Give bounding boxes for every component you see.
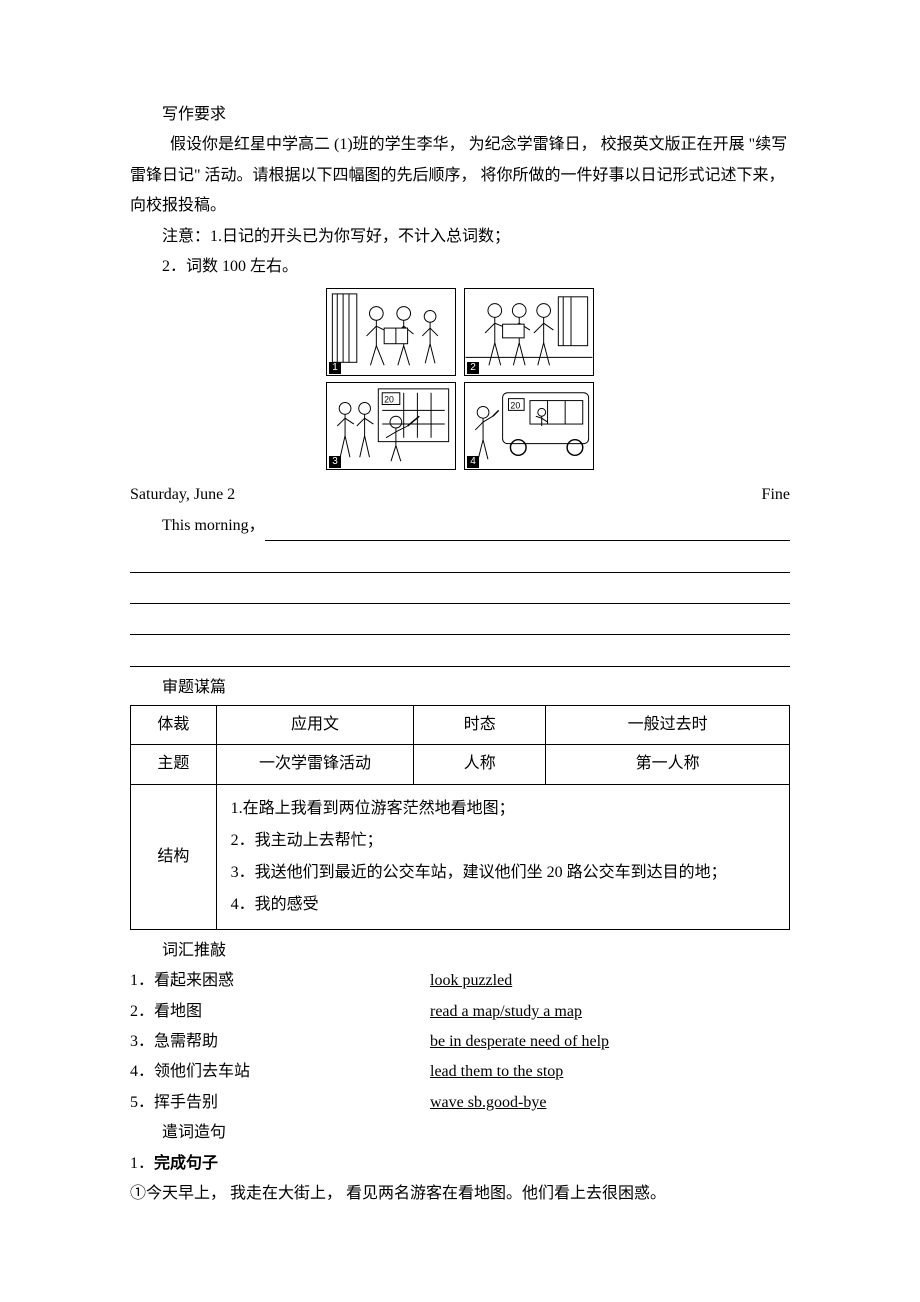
vocab-num-3: 3． xyxy=(130,1033,154,1050)
vocab-num-1: 1． xyxy=(130,972,154,989)
panel-3: 20 3 xyxy=(326,382,456,470)
sentence-1-title: 完成句子 xyxy=(154,1155,218,1172)
blank-line-2[interactable] xyxy=(130,577,790,604)
svg-text:20: 20 xyxy=(384,395,394,405)
panel-4-art: 20 xyxy=(465,383,593,469)
vocab-en-5: wave sb.good-bye xyxy=(430,1088,546,1118)
document-page: 写作要求 假设你是红星中学高二 (1)班的学生李华， 为纪念学雷锋日， 校报英文… xyxy=(0,0,920,1269)
vocab-num-5: 5． xyxy=(130,1094,154,1111)
diary-opener-text: This morning， xyxy=(130,511,265,541)
section-analysis-title: 审题谋篇 xyxy=(130,673,790,703)
cell-topic-value: 一次学雷锋活动 xyxy=(216,745,414,784)
cell-structure-content: 1.在路上我看到两位游客茫然地看地图； 2．我主动上去帮忙； 3．我送他们到最近… xyxy=(216,784,789,929)
cell-tense-value: 一般过去时 xyxy=(546,706,790,745)
panel-4: 20 4 xyxy=(464,382,594,470)
diary-date-line: Saturday, June 2 Fine xyxy=(130,480,790,510)
vocab-row-1: 1．看起来困惑 look puzzled xyxy=(130,966,790,996)
vocab-num-2: 2． xyxy=(130,1003,154,1020)
sentence-section-1: 1．完成句子 xyxy=(130,1149,790,1179)
cell-structure-label: 结构 xyxy=(131,784,217,929)
image-row-1: 1 2 xyxy=(130,288,790,376)
sentence-1-item: ①今天早上， 我走在大街上， 看见两名游客在看地图。他们看上去很困惑。 xyxy=(130,1179,790,1209)
vocab-zh-5: 挥手告别 xyxy=(154,1094,218,1111)
table-row: 结构 1.在路上我看到两位游客茫然地看地图； 2．我主动上去帮忙； 3．我送他们… xyxy=(131,784,790,929)
vocab-num-4: 4． xyxy=(130,1063,154,1080)
struct-item-4: 4．我的感受 xyxy=(231,889,775,921)
image-row-2: 20 3 20 xyxy=(130,382,790,470)
cell-topic-label: 主题 xyxy=(131,745,217,784)
panel-3-number: 3 xyxy=(329,456,341,468)
diary-weather: Fine xyxy=(762,480,790,510)
note-2: 2．词数 100 左右。 xyxy=(130,252,790,282)
blank-line-inline[interactable] xyxy=(265,523,790,542)
table-row: 体裁 应用文 时态 一般过去时 xyxy=(131,706,790,745)
panel-2: 2 xyxy=(464,288,594,376)
vocab-zh-3: 急需帮助 xyxy=(154,1033,218,1050)
panel-1-number: 1 xyxy=(329,362,341,374)
vocab-en-2: read a map/study a map xyxy=(430,997,582,1027)
diary-date: Saturday, June 2 xyxy=(130,480,235,510)
panel-2-number: 2 xyxy=(467,362,479,374)
vocab-zh-1: 看起来困惑 xyxy=(154,972,234,989)
cell-genre-value: 应用文 xyxy=(216,706,414,745)
cell-genre-label: 体裁 xyxy=(131,706,217,745)
vocab-row-4: 4．领他们去车站 lead them to the stop xyxy=(130,1057,790,1087)
panel-4-number: 4 xyxy=(467,456,479,468)
section-writing-requirements: 写作要求 xyxy=(130,100,790,130)
sentence-1-num: 1． xyxy=(130,1155,154,1172)
blank-line-4[interactable] xyxy=(130,640,790,667)
vocab-row-3: 3．急需帮助 be in desperate need of help xyxy=(130,1027,790,1057)
panel-1-art xyxy=(327,289,455,375)
section-vocab-title: 词汇推敲 xyxy=(130,936,790,966)
table-row: 主题 一次学雷锋活动 人称 第一人称 xyxy=(131,745,790,784)
struct-item-1: 1.在路上我看到两位游客茫然地看地图； xyxy=(231,793,775,825)
cell-tense-label: 时态 xyxy=(414,706,546,745)
analysis-table: 体裁 应用文 时态 一般过去时 主题 一次学雷锋活动 人称 第一人称 结构 1.… xyxy=(130,705,790,930)
svg-text:20: 20 xyxy=(510,401,520,411)
vocab-row-2: 2．看地图 read a map/study a map xyxy=(130,997,790,1027)
vocab-zh-2: 看地图 xyxy=(154,1003,202,1020)
struct-item-3: 3．我送他们到最近的公交车站，建议他们坐 20 路公交车到达目的地； xyxy=(231,857,775,889)
note-1: 注意：1.日记的开头已为你写好，不计入总词数； xyxy=(130,222,790,252)
vocab-en-3: be in desperate need of help xyxy=(430,1027,609,1057)
section-make-sentence-title: 遣词造句 xyxy=(130,1118,790,1148)
blank-line-1[interactable] xyxy=(130,546,790,573)
diary-opener-line: This morning， xyxy=(130,511,790,541)
vocab-zh-4: 领他们去车站 xyxy=(154,1063,250,1080)
panel-3-art: 20 xyxy=(327,383,455,469)
prompt-paragraph-1: 假设你是红星中学高二 (1)班的学生李华， 为纪念学雷锋日， 校报英文版正在开展… xyxy=(130,130,790,221)
blank-line-3[interactable] xyxy=(130,609,790,636)
panel-1: 1 xyxy=(326,288,456,376)
panel-2-art xyxy=(465,289,593,375)
struct-item-2: 2．我主动上去帮忙； xyxy=(231,825,775,857)
vocab-en-4: lead them to the stop xyxy=(430,1057,563,1087)
cell-person-label: 人称 xyxy=(414,745,546,784)
cell-person-value: 第一人称 xyxy=(546,745,790,784)
vocab-row-5: 5．挥手告别 wave sb.good-bye xyxy=(130,1088,790,1118)
vocab-en-1: look puzzled xyxy=(430,966,512,996)
